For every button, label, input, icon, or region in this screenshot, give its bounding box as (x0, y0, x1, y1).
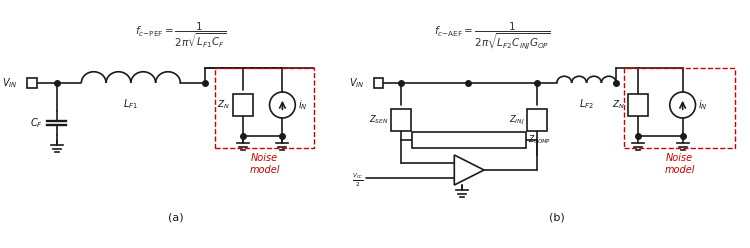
Polygon shape (454, 155, 484, 185)
Text: $Z_N$: $Z_N$ (217, 99, 230, 111)
Text: $V_{CC}$: $V_{CC}$ (462, 138, 476, 151)
Text: $i_N$: $i_N$ (698, 98, 708, 112)
Text: $L_{F2}$: $L_{F2}$ (579, 97, 594, 111)
Bar (413, 132, 526, 148)
Text: $Z_{COMP}$: $Z_{COMP}$ (528, 134, 551, 146)
Text: $-$: $-$ (455, 158, 464, 167)
Bar (624, 68, 735, 148)
Text: $C_F$: $C_F$ (30, 116, 43, 130)
Text: Noise
model: Noise model (664, 153, 695, 175)
Bar (628, 94, 648, 116)
Text: $V_{IN}$: $V_{IN}$ (349, 76, 364, 90)
Bar (233, 94, 253, 116)
Bar (392, 109, 411, 131)
Text: $\frac{V_{CC}}{2}$: $\frac{V_{CC}}{2}$ (352, 172, 364, 189)
Bar (527, 109, 547, 131)
Text: $V_{IN}$: $V_{IN}$ (2, 76, 18, 90)
Text: $i_N$: $i_N$ (298, 98, 307, 112)
Text: $L_{F1}$: $L_{F1}$ (124, 97, 138, 111)
Text: $Z_{INJ}$: $Z_{INJ}$ (509, 113, 524, 126)
Text: Noise
model: Noise model (249, 153, 280, 175)
Text: $Z_{SEN}$: $Z_{SEN}$ (369, 114, 388, 126)
Text: $+$: $+$ (455, 173, 464, 183)
Text: $Z_N$: $Z_N$ (612, 99, 626, 111)
Bar (374, 78, 383, 88)
Text: (b): (b) (549, 213, 565, 223)
Text: (a): (a) (168, 213, 183, 223)
Text: $f_{c\mathrm{-AEF}} = \dfrac{1}{2\pi\sqrt{L_{F2}C_{INJ}G_{OP}}}$: $f_{c\mathrm{-AEF}} = \dfrac{1}{2\pi\sqr… (434, 20, 550, 52)
Bar (215, 68, 314, 148)
Bar (27, 78, 37, 88)
Text: $f_{c\mathrm{-PEF}} = \dfrac{1}{2\pi\sqrt{L_{F1}C_F}}$: $f_{c\mathrm{-PEF}} = \dfrac{1}{2\pi\sqr… (135, 20, 226, 50)
